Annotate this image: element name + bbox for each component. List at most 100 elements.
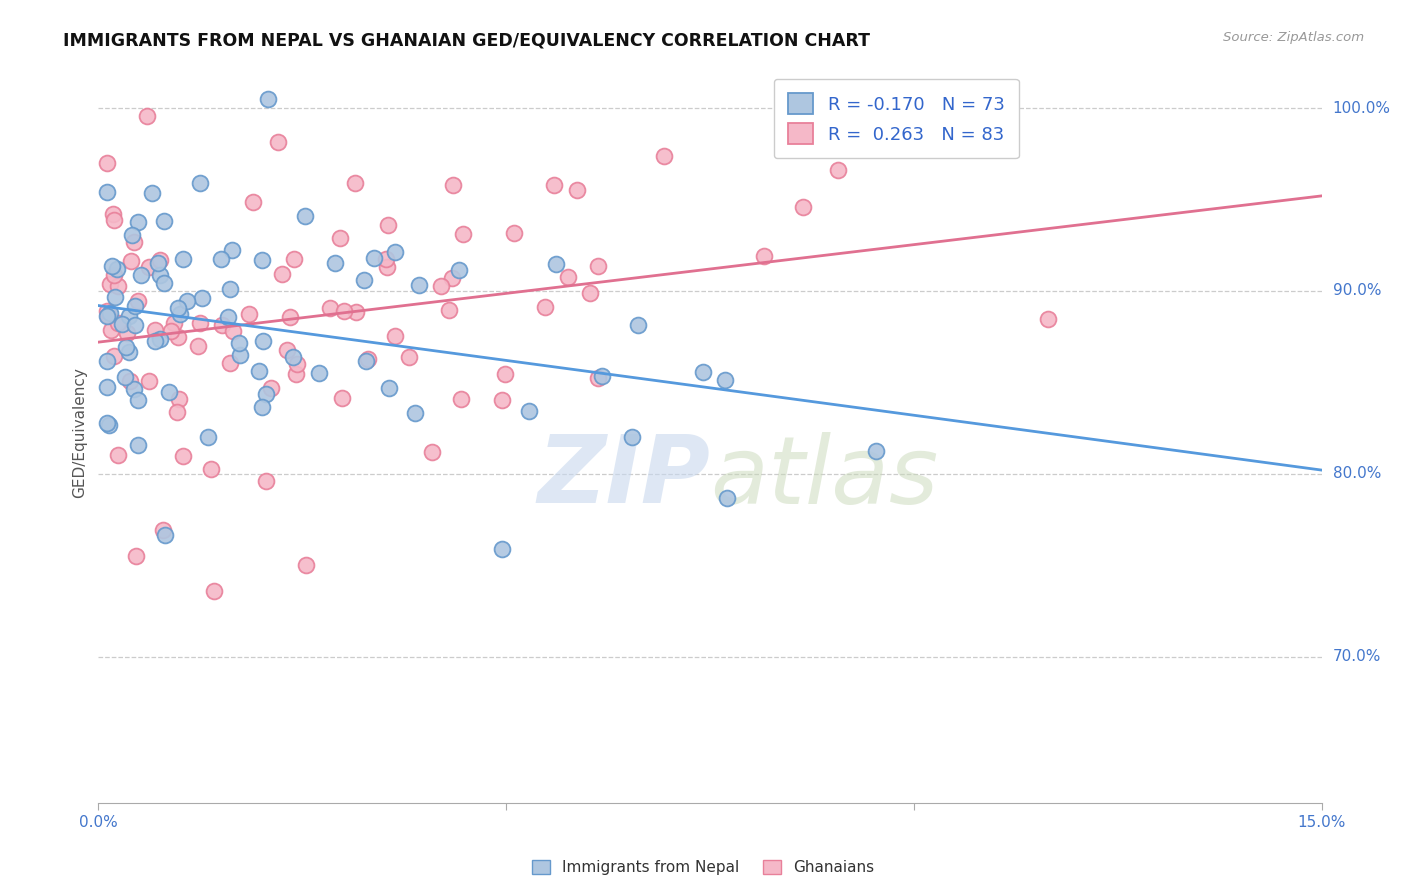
Point bbox=[122, 235, 145, 249]
Point bbox=[295, 558, 318, 573]
Point bbox=[146, 256, 169, 270]
Point bbox=[494, 367, 516, 381]
Point bbox=[692, 365, 714, 379]
Point bbox=[101, 207, 124, 221]
Point bbox=[221, 244, 243, 258]
Point bbox=[378, 381, 401, 395]
Point bbox=[374, 252, 396, 267]
Point bbox=[152, 276, 174, 290]
Point bbox=[115, 326, 138, 341]
Point bbox=[652, 149, 675, 163]
Point bbox=[319, 301, 342, 316]
Point bbox=[254, 474, 277, 488]
Point bbox=[200, 462, 222, 476]
Point bbox=[285, 368, 308, 382]
Point bbox=[127, 438, 149, 452]
Point bbox=[104, 290, 127, 304]
Point bbox=[96, 416, 118, 430]
Point bbox=[101, 259, 124, 273]
Point bbox=[344, 305, 367, 319]
Point bbox=[792, 200, 814, 214]
Point bbox=[363, 251, 385, 265]
Point bbox=[163, 316, 186, 330]
Point bbox=[323, 256, 346, 270]
Point bbox=[105, 261, 128, 276]
Point bbox=[503, 226, 526, 240]
Point bbox=[249, 364, 271, 378]
Point bbox=[100, 306, 122, 320]
Point bbox=[714, 373, 737, 387]
Text: 90.0%: 90.0% bbox=[1333, 284, 1381, 299]
Point bbox=[202, 584, 225, 599]
Point bbox=[96, 304, 118, 318]
Legend: Immigrants from Nepal, Ghanaians: Immigrants from Nepal, Ghanaians bbox=[531, 861, 875, 875]
Point bbox=[449, 263, 471, 277]
Point bbox=[752, 249, 775, 263]
Point bbox=[440, 271, 463, 285]
Text: 80.0%: 80.0% bbox=[1333, 467, 1381, 482]
Point bbox=[127, 392, 149, 407]
Point bbox=[491, 542, 513, 557]
Point bbox=[120, 253, 142, 268]
Point bbox=[557, 269, 579, 284]
Point bbox=[567, 183, 589, 197]
Text: ZIP: ZIP bbox=[537, 431, 710, 523]
Point bbox=[276, 343, 298, 358]
Point bbox=[229, 348, 252, 362]
Point bbox=[143, 334, 166, 348]
Point bbox=[152, 214, 174, 228]
Point bbox=[167, 392, 190, 406]
Point bbox=[308, 366, 330, 380]
Point bbox=[404, 407, 426, 421]
Point bbox=[408, 278, 430, 293]
Point bbox=[450, 392, 472, 406]
Point bbox=[354, 354, 377, 368]
Point bbox=[294, 209, 316, 223]
Point bbox=[377, 260, 399, 274]
Point bbox=[283, 350, 305, 364]
Point bbox=[127, 215, 149, 229]
Point bbox=[96, 155, 118, 169]
Point bbox=[384, 245, 406, 260]
Point bbox=[384, 329, 406, 343]
Point bbox=[188, 177, 211, 191]
Point bbox=[543, 178, 565, 192]
Point bbox=[377, 218, 399, 232]
Point bbox=[491, 392, 513, 407]
Point bbox=[172, 252, 194, 266]
Point bbox=[114, 370, 136, 384]
Point bbox=[1036, 311, 1059, 326]
Point bbox=[228, 336, 250, 351]
Text: 70.0%: 70.0% bbox=[1333, 649, 1381, 664]
Point bbox=[270, 267, 292, 281]
Point bbox=[329, 231, 352, 245]
Point bbox=[441, 178, 464, 193]
Point bbox=[121, 227, 143, 242]
Point bbox=[197, 430, 219, 444]
Point bbox=[257, 92, 280, 106]
Point bbox=[100, 323, 122, 337]
Point bbox=[124, 382, 146, 396]
Point bbox=[149, 268, 172, 283]
Point bbox=[579, 286, 602, 301]
Point bbox=[114, 340, 136, 354]
Point bbox=[98, 417, 121, 432]
Point bbox=[357, 351, 380, 366]
Point bbox=[118, 345, 141, 359]
Point bbox=[143, 323, 166, 337]
Text: IMMIGRANTS FROM NEPAL VS GHANAIAN GED/EQUIVALENCY CORRELATION CHART: IMMIGRANTS FROM NEPAL VS GHANAIAN GED/EQ… bbox=[63, 31, 870, 49]
Point bbox=[188, 316, 211, 330]
Point bbox=[96, 308, 118, 322]
Point bbox=[211, 318, 233, 333]
Point bbox=[353, 273, 375, 287]
Point bbox=[333, 304, 356, 318]
Point bbox=[96, 353, 118, 368]
Point bbox=[111, 317, 134, 331]
Point bbox=[125, 549, 148, 564]
Point bbox=[250, 400, 273, 414]
Point bbox=[166, 405, 188, 419]
Point bbox=[149, 332, 172, 346]
Point bbox=[127, 293, 149, 308]
Point bbox=[238, 307, 260, 321]
Point bbox=[100, 277, 122, 292]
